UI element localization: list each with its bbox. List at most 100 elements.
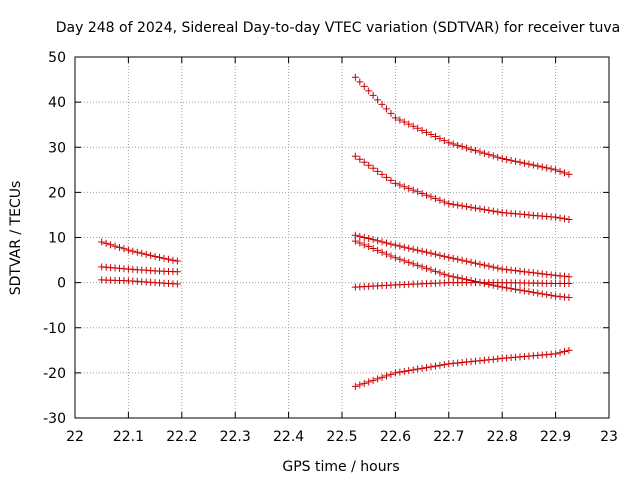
data-point — [391, 369, 399, 377]
series-s8 — [351, 279, 573, 291]
data-point — [418, 263, 426, 271]
data-point — [525, 160, 533, 168]
data-point — [507, 156, 515, 164]
data-point — [409, 186, 417, 194]
y-tick-label: -20 — [43, 366, 66, 382]
data-point — [378, 100, 386, 108]
data-point — [565, 215, 573, 223]
data-point — [414, 246, 422, 254]
data-point — [556, 167, 564, 175]
data-point — [498, 265, 506, 273]
data-point — [365, 161, 373, 169]
data-point — [423, 191, 431, 199]
data-point — [445, 253, 453, 261]
data-point — [529, 161, 537, 169]
data-point — [418, 126, 426, 134]
data-point — [547, 165, 555, 173]
data-point — [351, 73, 359, 81]
data-point — [543, 164, 551, 172]
data-point — [378, 170, 386, 178]
data-point — [151, 252, 159, 260]
data-point — [454, 201, 462, 209]
data-point — [400, 118, 408, 126]
data-point — [365, 235, 373, 243]
data-point — [431, 267, 439, 275]
series-s9 — [351, 346, 573, 390]
data-point — [472, 147, 479, 155]
data-point — [463, 203, 471, 211]
data-point — [534, 289, 542, 297]
data-point — [431, 133, 439, 141]
data-point — [494, 153, 502, 161]
y-tick-label: -10 — [43, 321, 66, 337]
series-s4 — [351, 73, 573, 178]
data-point — [356, 78, 364, 86]
data-point — [427, 130, 435, 138]
data-point — [365, 378, 373, 386]
data-point — [503, 155, 511, 163]
data-point — [414, 188, 422, 196]
data-point — [173, 257, 181, 265]
data-point — [440, 270, 448, 278]
data-point — [516, 286, 524, 294]
data-point — [552, 213, 560, 221]
data-point — [436, 269, 444, 277]
data-point — [387, 176, 395, 184]
data-point — [351, 152, 359, 160]
data-point — [423, 128, 431, 136]
data-point — [409, 260, 417, 268]
data-point — [356, 381, 364, 389]
data-point — [507, 285, 515, 293]
data-point — [360, 241, 368, 249]
data-point — [124, 246, 132, 254]
data-point — [512, 157, 520, 165]
data-point — [436, 361, 444, 369]
series-s3 — [98, 276, 181, 288]
data-point — [436, 196, 444, 204]
data-point — [107, 241, 115, 249]
data-point — [405, 258, 413, 266]
data-point — [383, 173, 390, 181]
data-point — [147, 251, 155, 259]
data-point — [396, 242, 404, 250]
data-point — [449, 254, 457, 262]
data-point — [485, 151, 493, 159]
data-point — [391, 114, 399, 122]
data-point — [427, 193, 435, 201]
data-point — [489, 207, 497, 215]
data-point — [476, 148, 484, 156]
data-point — [436, 251, 444, 259]
data-point — [520, 287, 528, 295]
data-point — [391, 241, 399, 249]
data-point — [360, 379, 368, 387]
data-point — [173, 268, 181, 276]
data-point — [418, 247, 426, 255]
y-tick-label: 10 — [48, 231, 66, 247]
data-point — [458, 143, 466, 151]
data-point — [494, 208, 502, 216]
data-point — [489, 263, 497, 271]
data-point — [164, 255, 172, 263]
data-point — [356, 232, 364, 240]
data-point — [565, 280, 573, 288]
data-point — [351, 231, 359, 239]
y-tick-label: -30 — [43, 411, 66, 427]
data-point — [445, 200, 453, 208]
data-point — [561, 215, 568, 223]
data-point — [463, 144, 471, 152]
data-point — [472, 259, 479, 267]
data-point — [378, 373, 386, 381]
data-point — [503, 266, 511, 274]
data-point — [369, 236, 377, 244]
data-point — [374, 237, 382, 245]
data-point — [369, 376, 377, 384]
data-point — [365, 243, 373, 251]
data-point — [423, 264, 431, 272]
data-point — [512, 267, 520, 275]
data-point — [383, 239, 390, 247]
data-point — [383, 372, 390, 380]
data-point — [480, 149, 488, 157]
data-point — [120, 245, 128, 253]
data-point — [160, 254, 168, 262]
data-point — [387, 109, 395, 117]
